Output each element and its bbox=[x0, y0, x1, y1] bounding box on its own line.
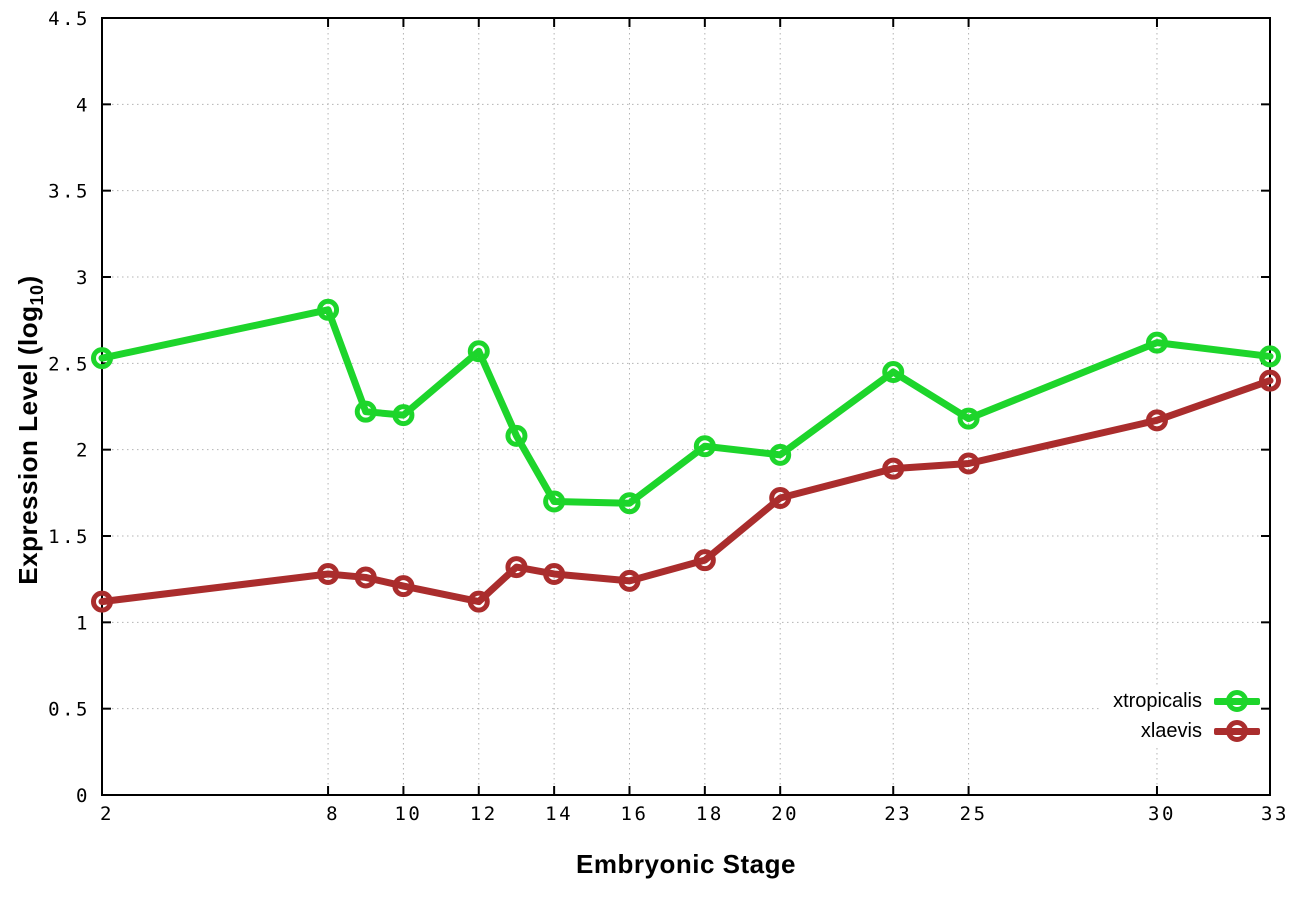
marker-xlaevis bbox=[618, 569, 641, 592]
y-axis-title-suffix: ) bbox=[13, 275, 43, 285]
marker-xlaevis bbox=[693, 549, 716, 572]
x-tick-label: 8 bbox=[326, 803, 340, 825]
x-tick-label: 10 bbox=[394, 803, 422, 825]
y-tick-label: 2.5 bbox=[48, 353, 90, 375]
marker-xlaevis bbox=[543, 562, 566, 585]
marker-xtropicalis bbox=[392, 404, 415, 427]
marker-xlaevis bbox=[317, 562, 340, 585]
marker-xlaevis bbox=[467, 590, 490, 613]
marker-xtropicalis bbox=[467, 340, 490, 363]
marker-xlaevis bbox=[957, 452, 980, 475]
marker-xlaevis bbox=[354, 566, 377, 589]
x-tick-label: 23 bbox=[884, 803, 912, 825]
marker-xlaevis bbox=[91, 590, 113, 613]
y-tick-label: 0.5 bbox=[48, 699, 90, 721]
x-tick-label: 20 bbox=[771, 803, 799, 825]
marker-xlaevis bbox=[882, 457, 905, 480]
y-tick-label: 1.5 bbox=[48, 526, 90, 548]
x-tick-label: 33 bbox=[1261, 803, 1289, 825]
marker-xlaevis bbox=[1145, 409, 1168, 432]
marker-xtropicalis bbox=[91, 347, 113, 370]
y-tick-label: 4.5 bbox=[48, 8, 90, 30]
marker-xlaevis bbox=[1259, 369, 1281, 392]
legend-label: xlaevis bbox=[1140, 719, 1202, 742]
x-tick-label: 12 bbox=[470, 803, 498, 825]
marker-xtropicalis bbox=[543, 490, 566, 513]
y-axis-title-subscript: 10 bbox=[27, 284, 48, 306]
x-tick-label: 2 bbox=[100, 803, 114, 825]
y-tick-label: 1 bbox=[76, 612, 90, 634]
y-tick-label: 2 bbox=[76, 440, 90, 462]
x-tick-label: 16 bbox=[621, 803, 649, 825]
marker-xtropicalis bbox=[618, 492, 641, 515]
marker-xtropicalis bbox=[505, 424, 528, 447]
legend-entry-xtropicalis: xtropicalis bbox=[1113, 686, 1260, 716]
x-tick-label: 30 bbox=[1148, 803, 1176, 825]
marker-xtropicalis bbox=[1145, 331, 1168, 354]
marker-xtropicalis bbox=[1259, 345, 1281, 368]
legend-entry-xlaevis: xlaevis bbox=[1113, 716, 1260, 746]
y-tick-label: 0 bbox=[76, 785, 90, 807]
series-line-xtropicalis bbox=[98, 306, 1274, 507]
legend-line-sample bbox=[1214, 690, 1260, 712]
x-tick-label: 18 bbox=[696, 803, 724, 825]
x-tick-label: 25 bbox=[960, 803, 988, 825]
y-tick-label: 3 bbox=[76, 267, 90, 289]
marker-xtropicalis bbox=[354, 400, 377, 423]
y-axis-title: Expression Level (log10) bbox=[13, 220, 48, 640]
x-tick-label: 14 bbox=[545, 803, 573, 825]
open-circle-marker-icon bbox=[1226, 720, 1248, 742]
open-circle-marker-icon bbox=[1226, 690, 1248, 712]
marker-xtropicalis bbox=[317, 298, 340, 321]
marker-xtropicalis bbox=[769, 443, 792, 466]
plot-border bbox=[101, 17, 1271, 796]
marker-xtropicalis bbox=[693, 435, 716, 458]
y-tick-label: 4 bbox=[76, 94, 90, 116]
y-tick-label: 3.5 bbox=[48, 181, 90, 203]
legend: xtropicalis xlaevis bbox=[1101, 686, 1260, 746]
marker-xlaevis bbox=[392, 575, 415, 598]
marker-xtropicalis bbox=[957, 407, 980, 430]
marker-xlaevis bbox=[505, 556, 528, 579]
legend-line-sample bbox=[1214, 720, 1260, 742]
marker-xlaevis bbox=[769, 487, 792, 510]
x-axis-title: Embryonic Stage bbox=[576, 849, 796, 879]
series-line-xlaevis bbox=[98, 377, 1274, 606]
marker-xtropicalis bbox=[882, 360, 905, 383]
y-axis-title-text: Expression Level (log bbox=[13, 305, 43, 585]
legend-label: xtropicalis bbox=[1113, 689, 1202, 712]
